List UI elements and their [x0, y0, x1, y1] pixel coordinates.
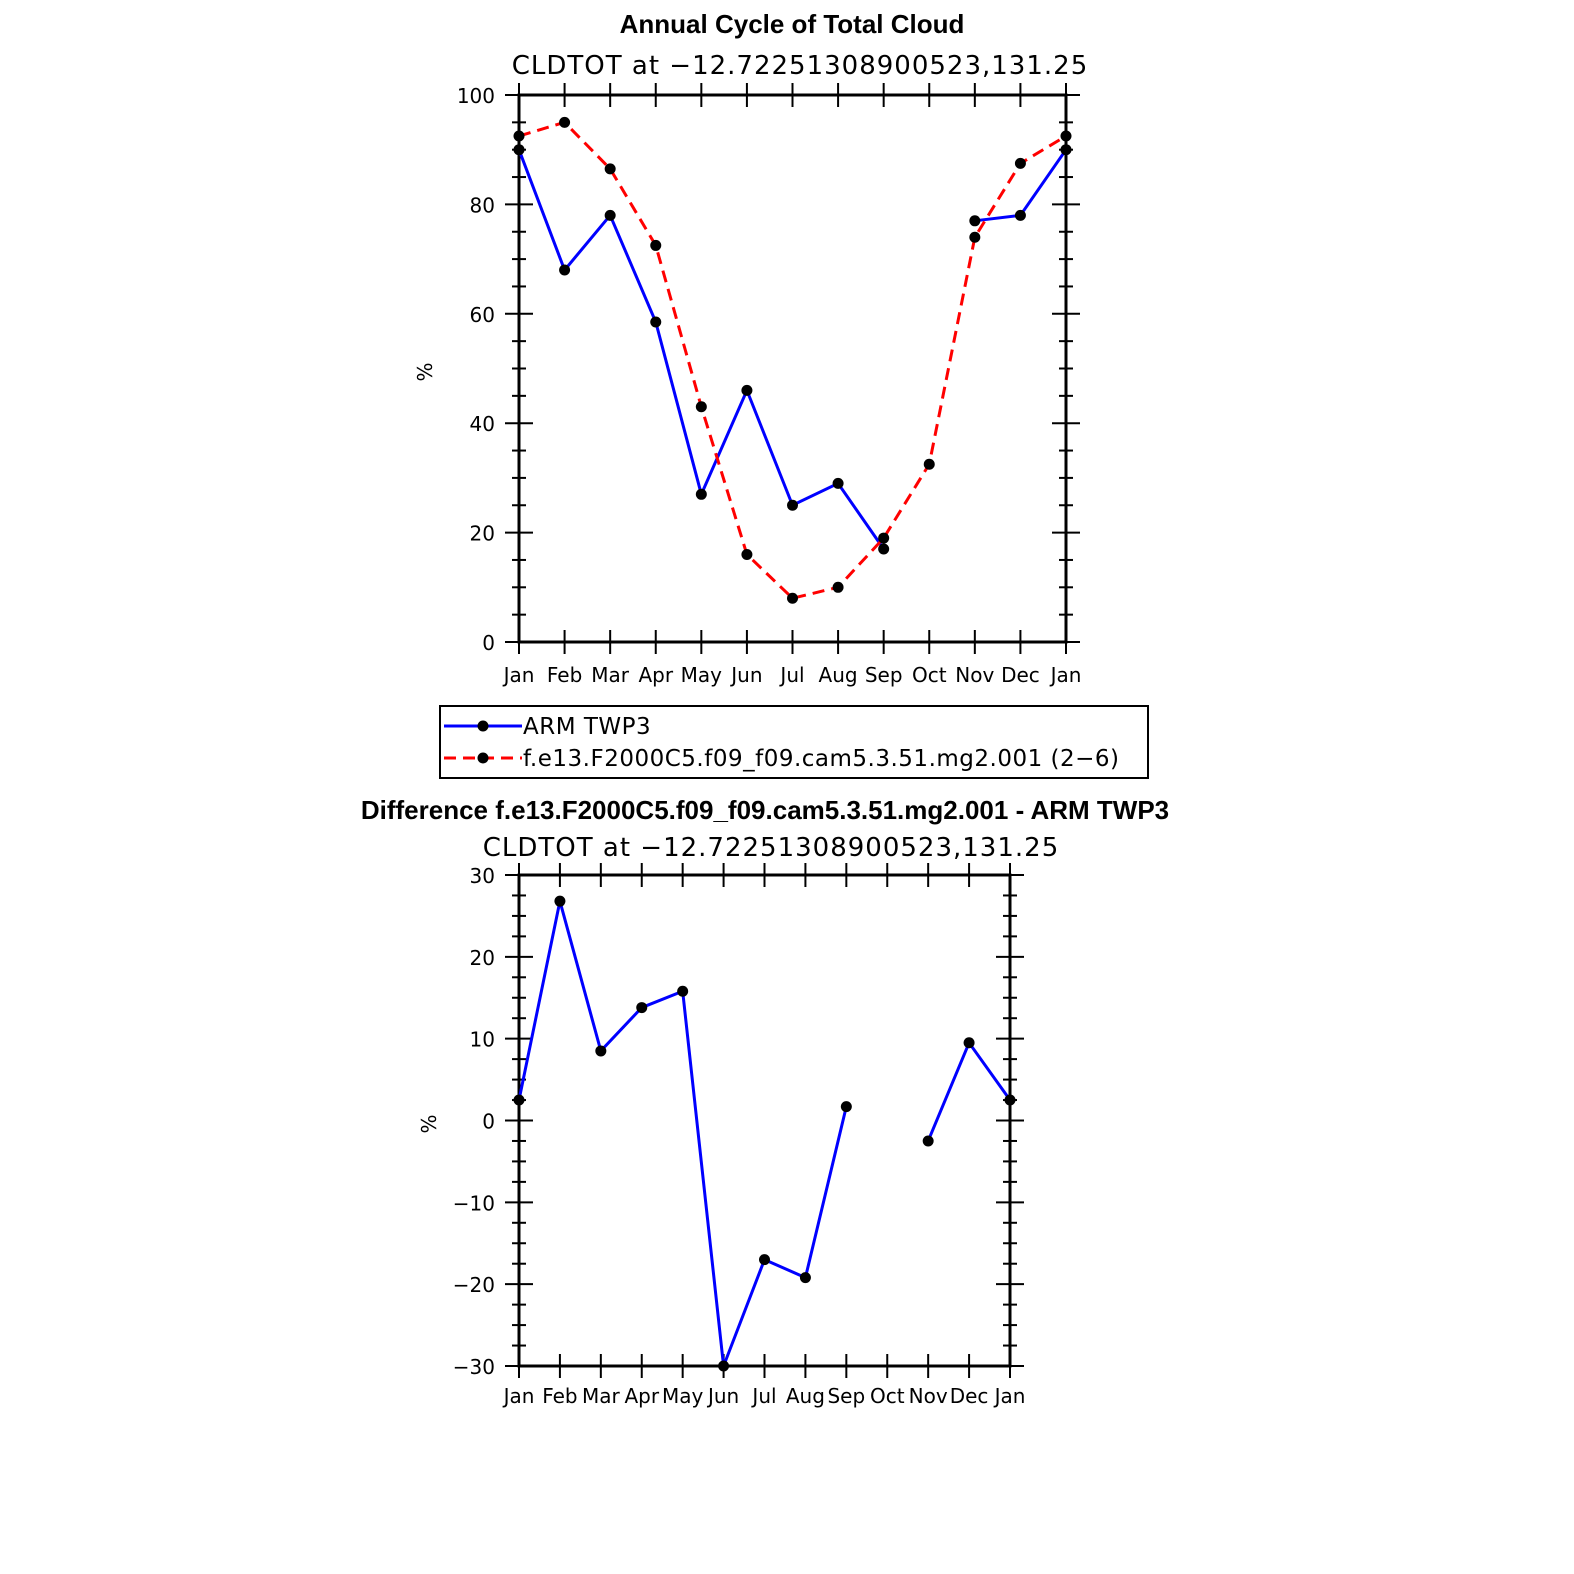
- chart2-ytick-label: 30: [470, 864, 495, 888]
- chart1-xtick-label: Jun: [729, 663, 762, 687]
- chart1-xtick-label: Oct: [912, 663, 947, 687]
- chart2-series-1-line: [926, 1039, 1012, 1142]
- chart2-title: Difference f.e13.F2000C5.f09_f09.cam5.3.…: [361, 795, 1169, 825]
- legend-box: [439, 705, 1149, 779]
- chart2-ylabel: %: [417, 1114, 441, 1133]
- chart1-title: Annual Cycle of Total Cloud: [620, 9, 965, 39]
- chart2-xtick-label: Nov: [909, 1384, 948, 1408]
- chart2-series-1-point: [963, 1037, 975, 1049]
- chart2-xtick-label: Jan: [993, 1384, 1026, 1408]
- chart1-ytick-label: 60: [470, 303, 495, 327]
- chart2-xtick-label: Apr: [624, 1384, 659, 1408]
- chart1-ytick-label: 0: [482, 631, 495, 655]
- chart1-xtick-label: Sep: [865, 663, 903, 687]
- chart2-xtick-label: Jun: [706, 1384, 739, 1408]
- chart1-series-2-point: [878, 532, 890, 544]
- chart1-series-2-line: [518, 120, 1067, 600]
- chart1-xtick-label: Dec: [1001, 663, 1040, 687]
- chart1-series-1-point: [559, 264, 571, 276]
- chart2-xtick-label: Mar: [582, 1384, 621, 1408]
- legend-marker-1: [477, 720, 489, 732]
- chart2-xtick-label: Sep: [827, 1384, 865, 1408]
- chart1-xtick-label: Jul: [778, 663, 804, 687]
- chart2-subtitle: CLDTOT at −12.72251308900523,131.25: [483, 833, 1060, 863]
- chart1-series-2-point: [787, 592, 798, 604]
- chart1-ylabel: %: [413, 362, 437, 381]
- chart2-series-1-point: [840, 1101, 852, 1113]
- chart2-series-1-point: [513, 1094, 525, 1106]
- chart1-series-2-point: [559, 116, 571, 128]
- chart1-series-1-point: [741, 384, 753, 396]
- legend-label-2: f.e13.F2000C5.f09_f09.cam5.3.51.mg2.001 …: [523, 746, 1120, 772]
- chart1-xtick-label: Mar: [591, 663, 630, 687]
- chart1-ytick-label: 20: [470, 522, 495, 546]
- chart1-series-1-point: [695, 488, 707, 500]
- chart2-series-1-point: [922, 1135, 934, 1147]
- chart1-series-2-point: [1014, 157, 1026, 169]
- chart1-series-1-point: [650, 316, 662, 328]
- chart1-xtick-label: Nov: [955, 663, 994, 687]
- chart1-series-1-point: [1060, 144, 1072, 156]
- chart2-series-1-point: [718, 1360, 730, 1372]
- chart2-series-1-point: [759, 1254, 770, 1266]
- chart1-series-1-point: [832, 477, 844, 489]
- chart1-series-2-point: [1060, 130, 1072, 142]
- chart2-ytick-label: −30: [453, 1355, 495, 1379]
- chart1-ytick-label: 40: [470, 412, 495, 436]
- chart1-series-2-point: [741, 548, 753, 560]
- chart1-series-1-point: [513, 144, 525, 156]
- chart1-series-1-point: [878, 543, 890, 555]
- chart1-xtick-label: Aug: [819, 663, 858, 687]
- chart2-ytick-label: 0: [482, 1110, 495, 1134]
- chart2-xtick-label: Feb: [542, 1384, 577, 1408]
- chart1-series-2-point: [695, 401, 707, 413]
- chart2-series-1-line: [517, 900, 848, 1367]
- chart1-series-1-point: [969, 215, 981, 227]
- chart1-series-2-point: [604, 163, 616, 175]
- chart1-series-1-point: [604, 209, 616, 221]
- chart1-series-2-point: [923, 458, 935, 470]
- chart1-xtick-label: May: [681, 663, 723, 687]
- chart2-xtick-label: Jan: [502, 1384, 535, 1408]
- chart2-xtick-label: Aug: [786, 1384, 825, 1408]
- chart1-series-2-point: [513, 130, 525, 142]
- chart2-series-1-point: [1004, 1094, 1016, 1106]
- chart1-series-1-point: [787, 499, 798, 511]
- chart2-xtick-label: Oct: [870, 1384, 905, 1408]
- chart1-xtick-label: Jan: [1049, 663, 1082, 687]
- chart2-ytick-label: 20: [470, 946, 495, 970]
- chart1-xtick-label: Feb: [547, 663, 582, 687]
- chart1-subtitle: CLDTOT at −12.72251308900523,131.25: [512, 51, 1089, 81]
- chart1-ytick-label: 100: [457, 84, 495, 108]
- chart2-series-1-point: [595, 1045, 607, 1057]
- chart1-xtick-label: Jan: [502, 663, 535, 687]
- chart2-series-1-point: [677, 985, 689, 997]
- chart1-ytick-label: 80: [470, 193, 495, 217]
- chart2-xtick-label: May: [662, 1384, 704, 1408]
- chart1-xtick-label: Apr: [638, 663, 673, 687]
- chart2-xtick-label: Jul: [750, 1384, 776, 1408]
- chart2-xtick-label: Dec: [950, 1384, 989, 1408]
- chart2-ytick-label: −20: [453, 1273, 495, 1297]
- chart1-series-1-point: [1014, 209, 1026, 221]
- chart1-series-2-point: [650, 239, 662, 251]
- legend-marker-2: [477, 752, 489, 764]
- chart1-series-2-point: [969, 231, 981, 243]
- chart2-ytick-label: 10: [470, 1028, 495, 1052]
- chart2-series-1-point: [554, 895, 566, 907]
- chart1-plot-frame: [517, 93, 1068, 644]
- chart2-series-1-point: [636, 1002, 648, 1014]
- chart1-series-2-point: [832, 581, 844, 593]
- chart2-series-1-point: [799, 1272, 811, 1284]
- legend-label-1: ARM TWP3: [523, 714, 651, 740]
- chart2-ytick-label: −10: [453, 1191, 495, 1215]
